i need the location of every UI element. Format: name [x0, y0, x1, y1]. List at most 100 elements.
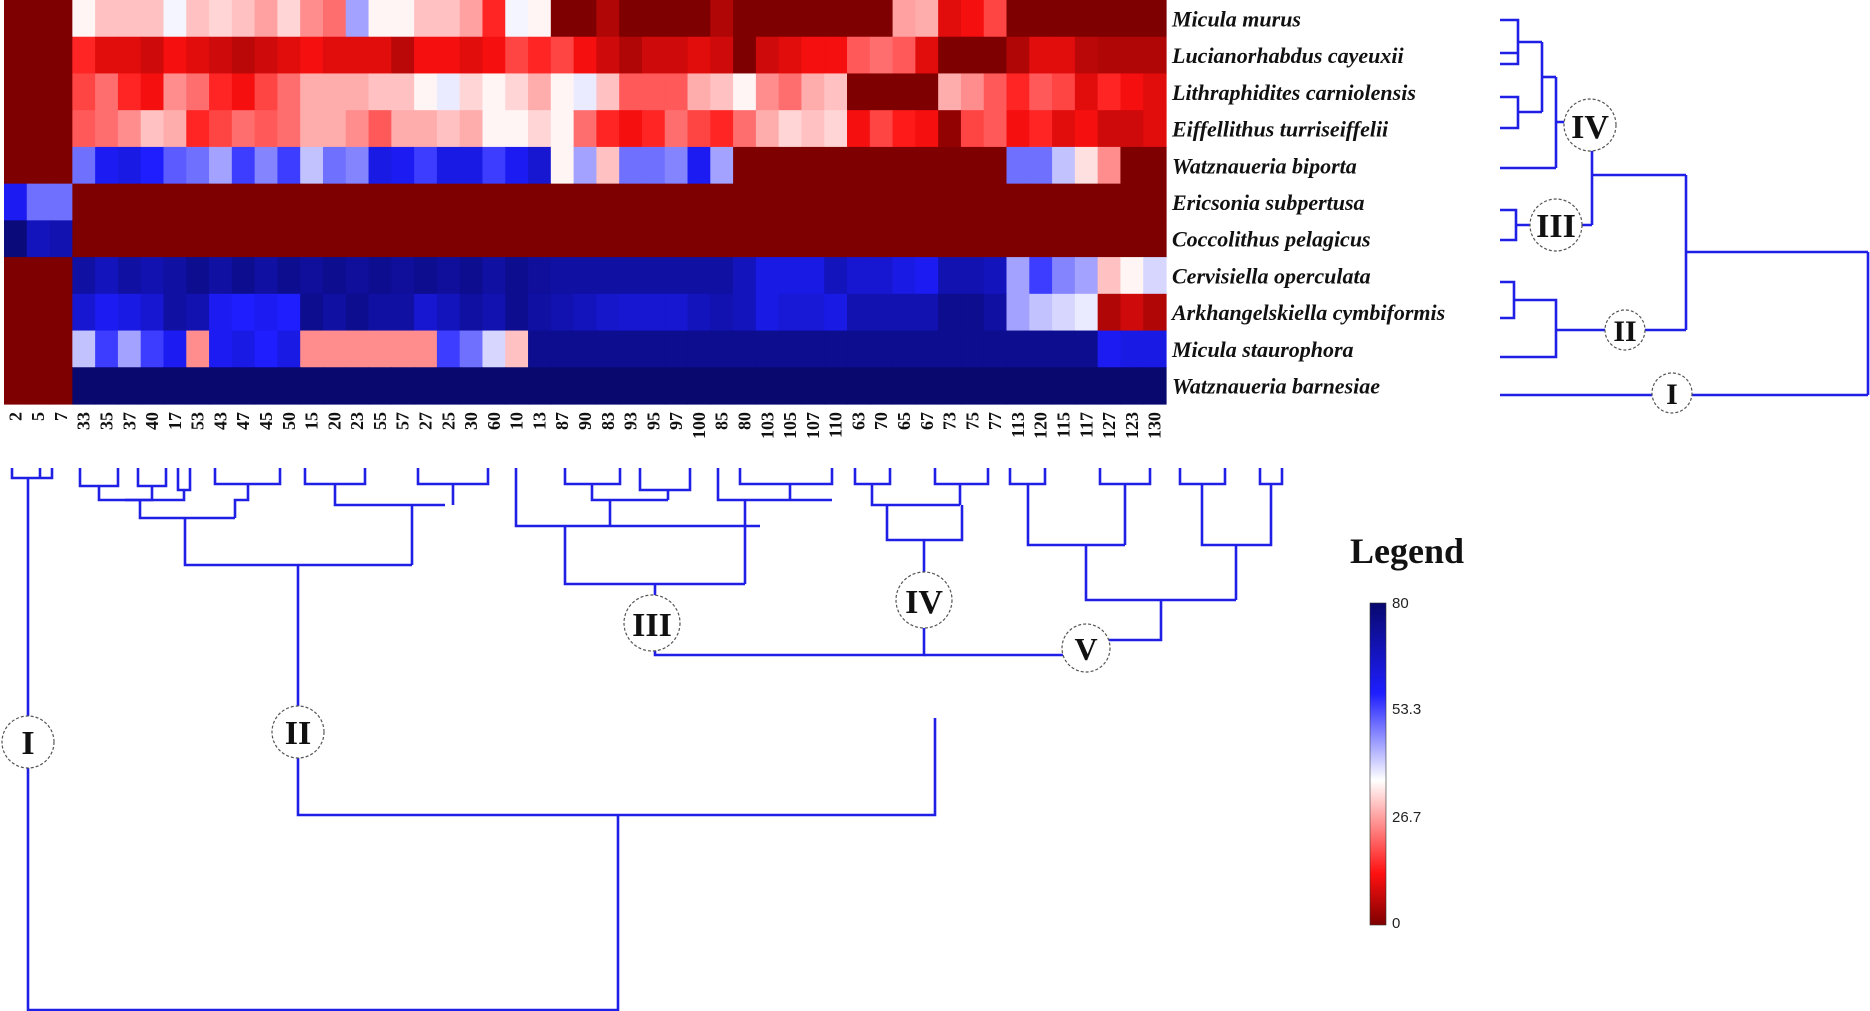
heatmap-cell — [209, 367, 233, 405]
heatmap-cell — [391, 183, 415, 221]
sample-label: 25 — [438, 412, 458, 430]
heatmap-cell — [847, 36, 871, 75]
heatmap-cell — [938, 183, 962, 221]
sample-label: 97 — [666, 412, 686, 430]
heatmap-cell — [505, 0, 529, 38]
heatmap-cell — [1029, 183, 1053, 221]
heatmap-cell — [505, 330, 529, 368]
heatmap-cell — [710, 293, 734, 332]
heatmap-cell — [49, 73, 73, 111]
heatmap-cell — [254, 36, 279, 75]
heatmap-cell — [368, 0, 392, 38]
row-cluster-label-iv: IV — [1571, 109, 1609, 146]
row-cluster-label-ii: II — [1613, 315, 1636, 348]
heatmap-cell — [801, 257, 825, 295]
species-label: Cervisiella operculata — [1172, 264, 1371, 289]
heatmap-cell — [72, 0, 96, 38]
heatmap-cell — [391, 293, 415, 332]
heatmap-cell — [277, 293, 301, 332]
heatmap-cell — [938, 0, 962, 38]
heatmap-cell — [209, 36, 233, 75]
sample-label: 55 — [370, 412, 390, 430]
heatmap-cell — [72, 36, 96, 75]
heatmap-cell — [186, 0, 210, 38]
heatmap-cell — [915, 0, 939, 38]
heatmap-cell — [596, 36, 620, 75]
heatmap-cell — [254, 257, 279, 295]
heatmap-cell — [869, 293, 894, 332]
heatmap-cell — [414, 146, 438, 185]
heatmap-cell — [72, 257, 96, 295]
species-label: Lucianorhabdus cayeuxii — [1171, 43, 1405, 68]
heatmap-cell — [459, 330, 484, 368]
species-label: Lithraphidites carniolensis — [1171, 80, 1416, 105]
heatmap-cell — [368, 110, 392, 148]
heatmap-cell — [163, 183, 187, 221]
heatmap-cell — [778, 220, 803, 258]
heatmap-cell — [345, 257, 370, 295]
heatmap-cell — [824, 257, 848, 295]
heatmap-cell — [254, 293, 279, 332]
legend-title: Legend — [1350, 531, 1464, 571]
heatmap-cell — [140, 183, 165, 221]
heatmap-cell — [687, 293, 711, 332]
heatmap-cell — [869, 110, 894, 148]
heatmap-cell — [26, 73, 51, 111]
species-label: Watznaueria barnesiae — [1172, 374, 1380, 399]
sample-label: 33 — [74, 412, 94, 430]
heatmap-cell — [869, 0, 894, 38]
heatmap-cell — [1074, 110, 1099, 148]
heatmap-cell — [733, 36, 757, 75]
heatmap-cell — [72, 293, 96, 332]
heatmap-cell — [209, 293, 233, 332]
heatmap-cell — [641, 110, 666, 148]
heatmap-cell — [641, 257, 666, 295]
sample-label: 77 — [985, 412, 1005, 430]
heatmap-cell — [1143, 110, 1167, 148]
heatmap-cell — [528, 36, 552, 75]
heatmap-cell — [733, 73, 757, 111]
heatmap-cell — [300, 110, 324, 148]
heatmap-cell — [322, 183, 347, 221]
species-label: Eiffellithus turriseiffelii — [1171, 117, 1389, 142]
col-cluster-label-iii: III — [632, 607, 672, 644]
sample-label: 37 — [119, 412, 139, 430]
heatmap-cell — [209, 220, 233, 258]
heatmap-cell — [710, 367, 734, 405]
heatmap-cell — [619, 36, 643, 75]
heatmap-cell — [209, 146, 233, 185]
sample-label: 23 — [347, 412, 367, 430]
heatmap-cell — [1097, 110, 1122, 148]
heatmap-cell — [892, 220, 916, 258]
heatmap-cell — [231, 257, 256, 295]
heatmap-cell — [482, 367, 506, 405]
sample-label: 2 — [5, 412, 25, 421]
heatmap-cell — [231, 0, 256, 38]
heatmap-cell — [573, 146, 597, 185]
heatmap-cell — [163, 36, 187, 75]
heatmap-cell — [1006, 73, 1030, 111]
heatmap-cell — [596, 220, 620, 258]
heatmap-cell — [755, 330, 780, 368]
heatmap-cell — [573, 293, 597, 332]
heatmap-cell — [345, 73, 370, 111]
heatmap-cell — [801, 183, 825, 221]
heatmap-cell — [960, 183, 985, 221]
heatmap-cell — [163, 293, 187, 332]
heatmap-cell — [619, 183, 643, 221]
heatmap-cell — [4, 367, 28, 405]
heatmap-cell — [26, 293, 51, 332]
heatmap-cell — [915, 220, 939, 258]
heatmap-cell — [117, 110, 142, 148]
sample-label: 67 — [917, 412, 937, 430]
heatmap-cell — [892, 36, 916, 75]
heatmap-cell — [847, 146, 871, 185]
sample-label: 120 — [1031, 412, 1051, 439]
heatmap-cell — [72, 220, 96, 258]
heatmap-cell — [163, 146, 187, 185]
heatmap-cell — [368, 183, 392, 221]
heatmap-cell — [140, 220, 165, 258]
heatmap-cell — [915, 110, 939, 148]
heatmap-cell — [26, 110, 51, 148]
sample-label: 95 — [643, 412, 663, 430]
